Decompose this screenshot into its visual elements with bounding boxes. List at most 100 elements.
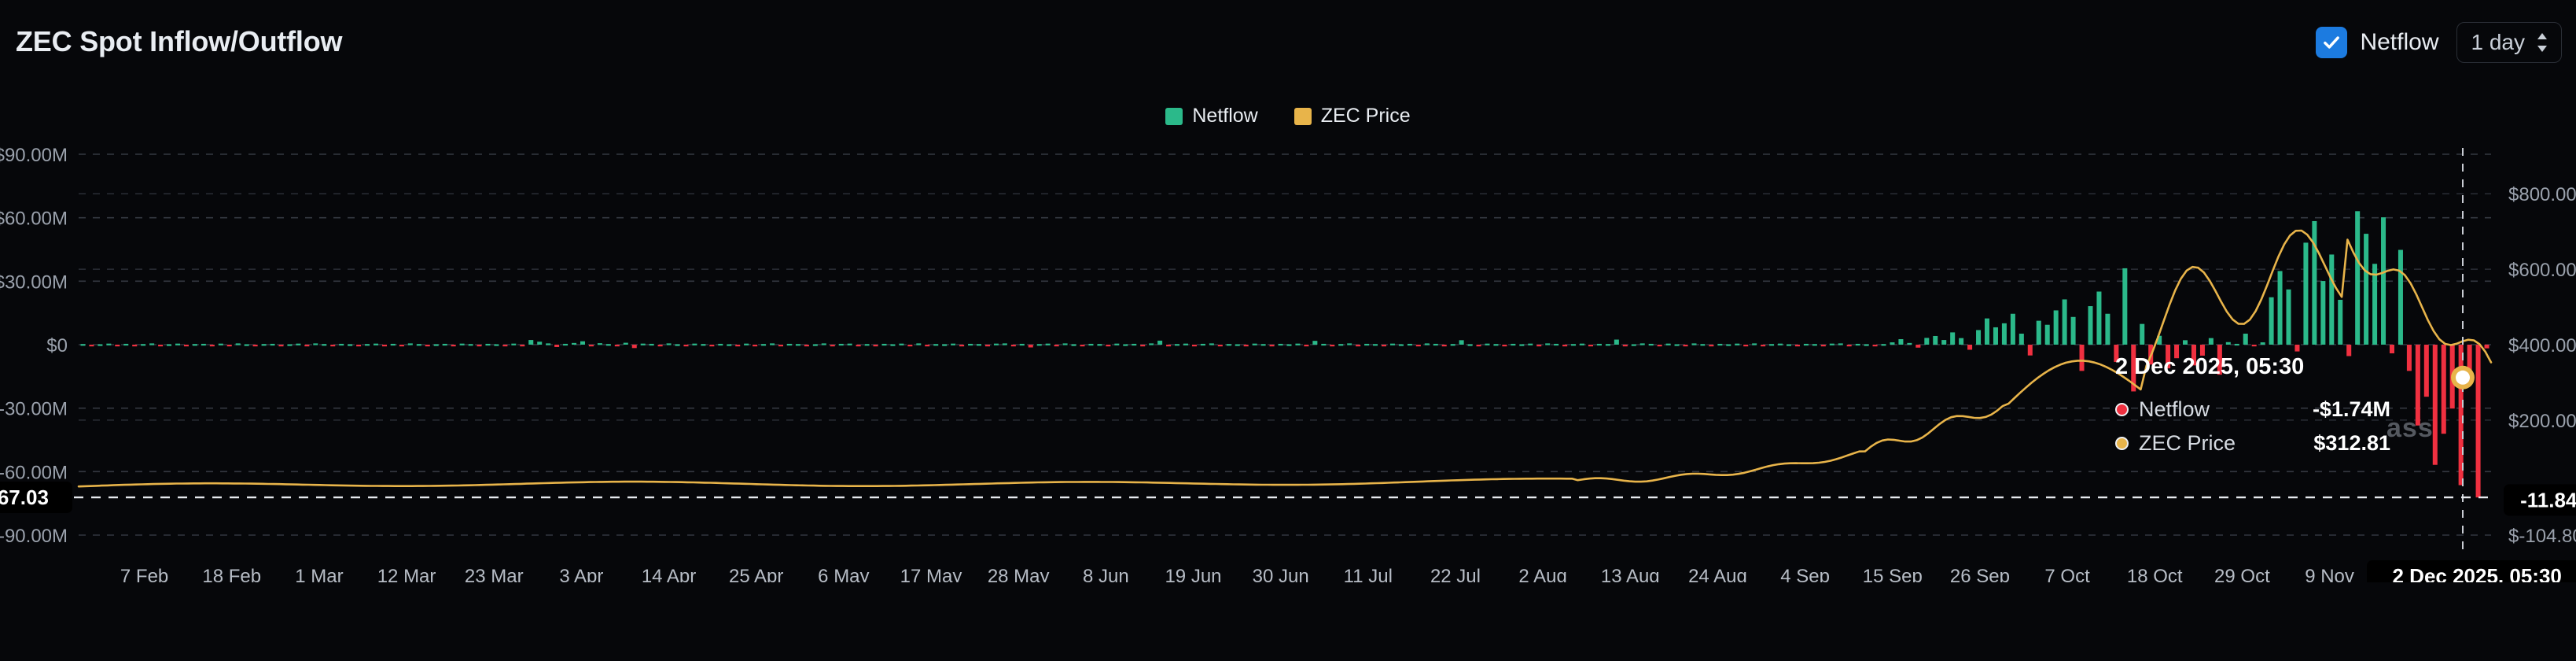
x-axis-highlight: 2 Dec 2025, 05:30: [2392, 564, 2561, 582]
netflow-bar: [494, 344, 499, 346]
legend-item-netflow[interactable]: Netflow: [1165, 105, 1258, 127]
x-axis-tick: 6 May: [818, 566, 869, 582]
netflow-bar: [993, 343, 999, 345]
netflow-bar: [1683, 345, 1688, 347]
netflow-bar: [1648, 343, 1654, 346]
netflow-bar: [2441, 345, 2446, 434]
netflow-bar: [201, 343, 206, 346]
netflow-bar: [2010, 313, 2015, 345]
x-axis-tick: 9 Nov: [2305, 566, 2354, 582]
netflow-bar: [2303, 242, 2309, 345]
netflow-bar: [1881, 344, 1886, 346]
netflow-bar: [1700, 344, 1706, 346]
netflow-bar: [1036, 344, 1042, 346]
interval-select[interactable]: 1 day: [2456, 22, 2562, 63]
netflow-checkbox[interactable]: [2316, 27, 2348, 58]
netflow-bar: [304, 345, 310, 347]
netflow-bar: [1045, 343, 1051, 345]
netflow-bar: [2251, 345, 2257, 347]
x-axis-tick: 11 Jul: [1344, 566, 1393, 582]
netflow-bar: [2320, 281, 2326, 345]
netflow-bar: [2389, 345, 2395, 354]
netflow-bar: [287, 344, 293, 346]
netflow-bar: [433, 344, 439, 346]
netflow-bar: [631, 345, 637, 349]
netflow-bar: [330, 345, 336, 347]
netflow-bar: [1657, 345, 1662, 347]
x-axis-tick: 2 Aug: [1518, 566, 1566, 582]
y-axis-left-tick: $-30.00M: [0, 399, 68, 420]
netflow-bar: [1476, 345, 1481, 347]
netflow-checkbox-label: Netflow: [2360, 29, 2439, 55]
netflow-bar: [2191, 345, 2196, 366]
netflow-bar: [2217, 345, 2222, 375]
netflow-bar: [2166, 345, 2171, 369]
right-axis-highlight-box: [2504, 484, 2576, 516]
x-axis-tick: 18 Oct: [2127, 566, 2183, 582]
netflow-bar: [1441, 345, 1447, 347]
netflow-bar: [313, 343, 318, 345]
x-axis-tick: 3 Apr: [559, 566, 603, 582]
netflow-bar: [1588, 345, 1593, 347]
y-axis-right-tick: $800.00: [2508, 184, 2576, 205]
netflow-bar: [1381, 345, 1387, 347]
netflow-bar: [588, 345, 594, 347]
netflow-bar: [1269, 345, 1275, 347]
plot-area: $90.00M $60.00M $30.00M $0 $-30.00M $-60.00M $…: [0, 142, 2576, 582]
netflow-bar: [1088, 343, 1094, 346]
netflow-bar: [2199, 345, 2205, 356]
netflow-bar: [218, 343, 223, 345]
chart-canvas[interactable]: $90.00M $60.00M $30.00M $0 $-30.00M $-60.00M $…: [0, 142, 2576, 582]
netflow-bar: [1735, 343, 1740, 345]
legend-item-zec-price[interactable]: ZEC Price: [1294, 105, 1411, 127]
netflow-bar: [502, 345, 508, 347]
netflow-bar: [1132, 343, 1137, 346]
chart-tooltip: 2 Dec 2025, 05:30 Netflow -$1.74M ZEC Pr…: [2115, 354, 2390, 456]
netflow-bar: [753, 345, 758, 347]
netflow-bar: [520, 345, 525, 347]
netflow-bar: [821, 343, 826, 345]
netflow-bar: [977, 344, 982, 346]
tooltip-value-zec-price: $312.81: [2313, 431, 2390, 455]
netflow-bar: [2467, 345, 2472, 383]
netflow-bar: [812, 344, 818, 346]
netflow-bar: [322, 344, 327, 346]
netflow-bar: [2381, 217, 2386, 345]
netflow-bar: [1235, 344, 1240, 346]
netflow-bar: [899, 343, 904, 345]
netflow-bar: [709, 345, 715, 347]
netflow-bar: [1097, 344, 1102, 346]
netflow-bar: [1778, 343, 1783, 345]
netflow-bar: [2053, 310, 2059, 345]
netflow-bar: [933, 344, 939, 346]
netflow-bar: [2131, 345, 2136, 392]
netflow-bar: [942, 344, 948, 346]
netflow-bar: [1709, 345, 1714, 347]
netflow-bar: [2122, 268, 2128, 345]
netflow-bar: [1338, 344, 1344, 346]
netflow-bar: [692, 343, 697, 345]
netflow-bar: [1898, 339, 1904, 345]
netflow-bar: [374, 343, 379, 345]
netflow-bar: [1554, 343, 1559, 346]
netflow-bar: [1580, 343, 1585, 345]
price-marker-dot: [2456, 370, 2470, 385]
netflow-bar: [226, 345, 232, 347]
tooltip-value-netflow: -$1.74M: [2312, 397, 2390, 421]
x-axis-tick: 25 Apr: [729, 566, 783, 582]
netflow-bar: [132, 345, 138, 347]
netflow-bar: [1545, 343, 1551, 345]
netflow-bar: [761, 344, 767, 346]
netflow-bar: [528, 340, 534, 345]
netflow-bar: [2294, 345, 2300, 352]
netflow-bar: [2096, 291, 2102, 345]
interval-select-value: 1 day: [2471, 30, 2526, 54]
netflow-bar: [339, 343, 344, 346]
netflow-bar: [123, 343, 129, 346]
netflow-toggle[interactable]: Netflow: [2316, 27, 2439, 58]
stepper-icon[interactable]: [2536, 32, 2548, 53]
x-axis-tick: 14 Apr: [642, 566, 696, 582]
netflow-bar: [1872, 345, 1878, 347]
netflow-bar: [1639, 343, 1645, 345]
netflow-bar: [1347, 343, 1352, 345]
